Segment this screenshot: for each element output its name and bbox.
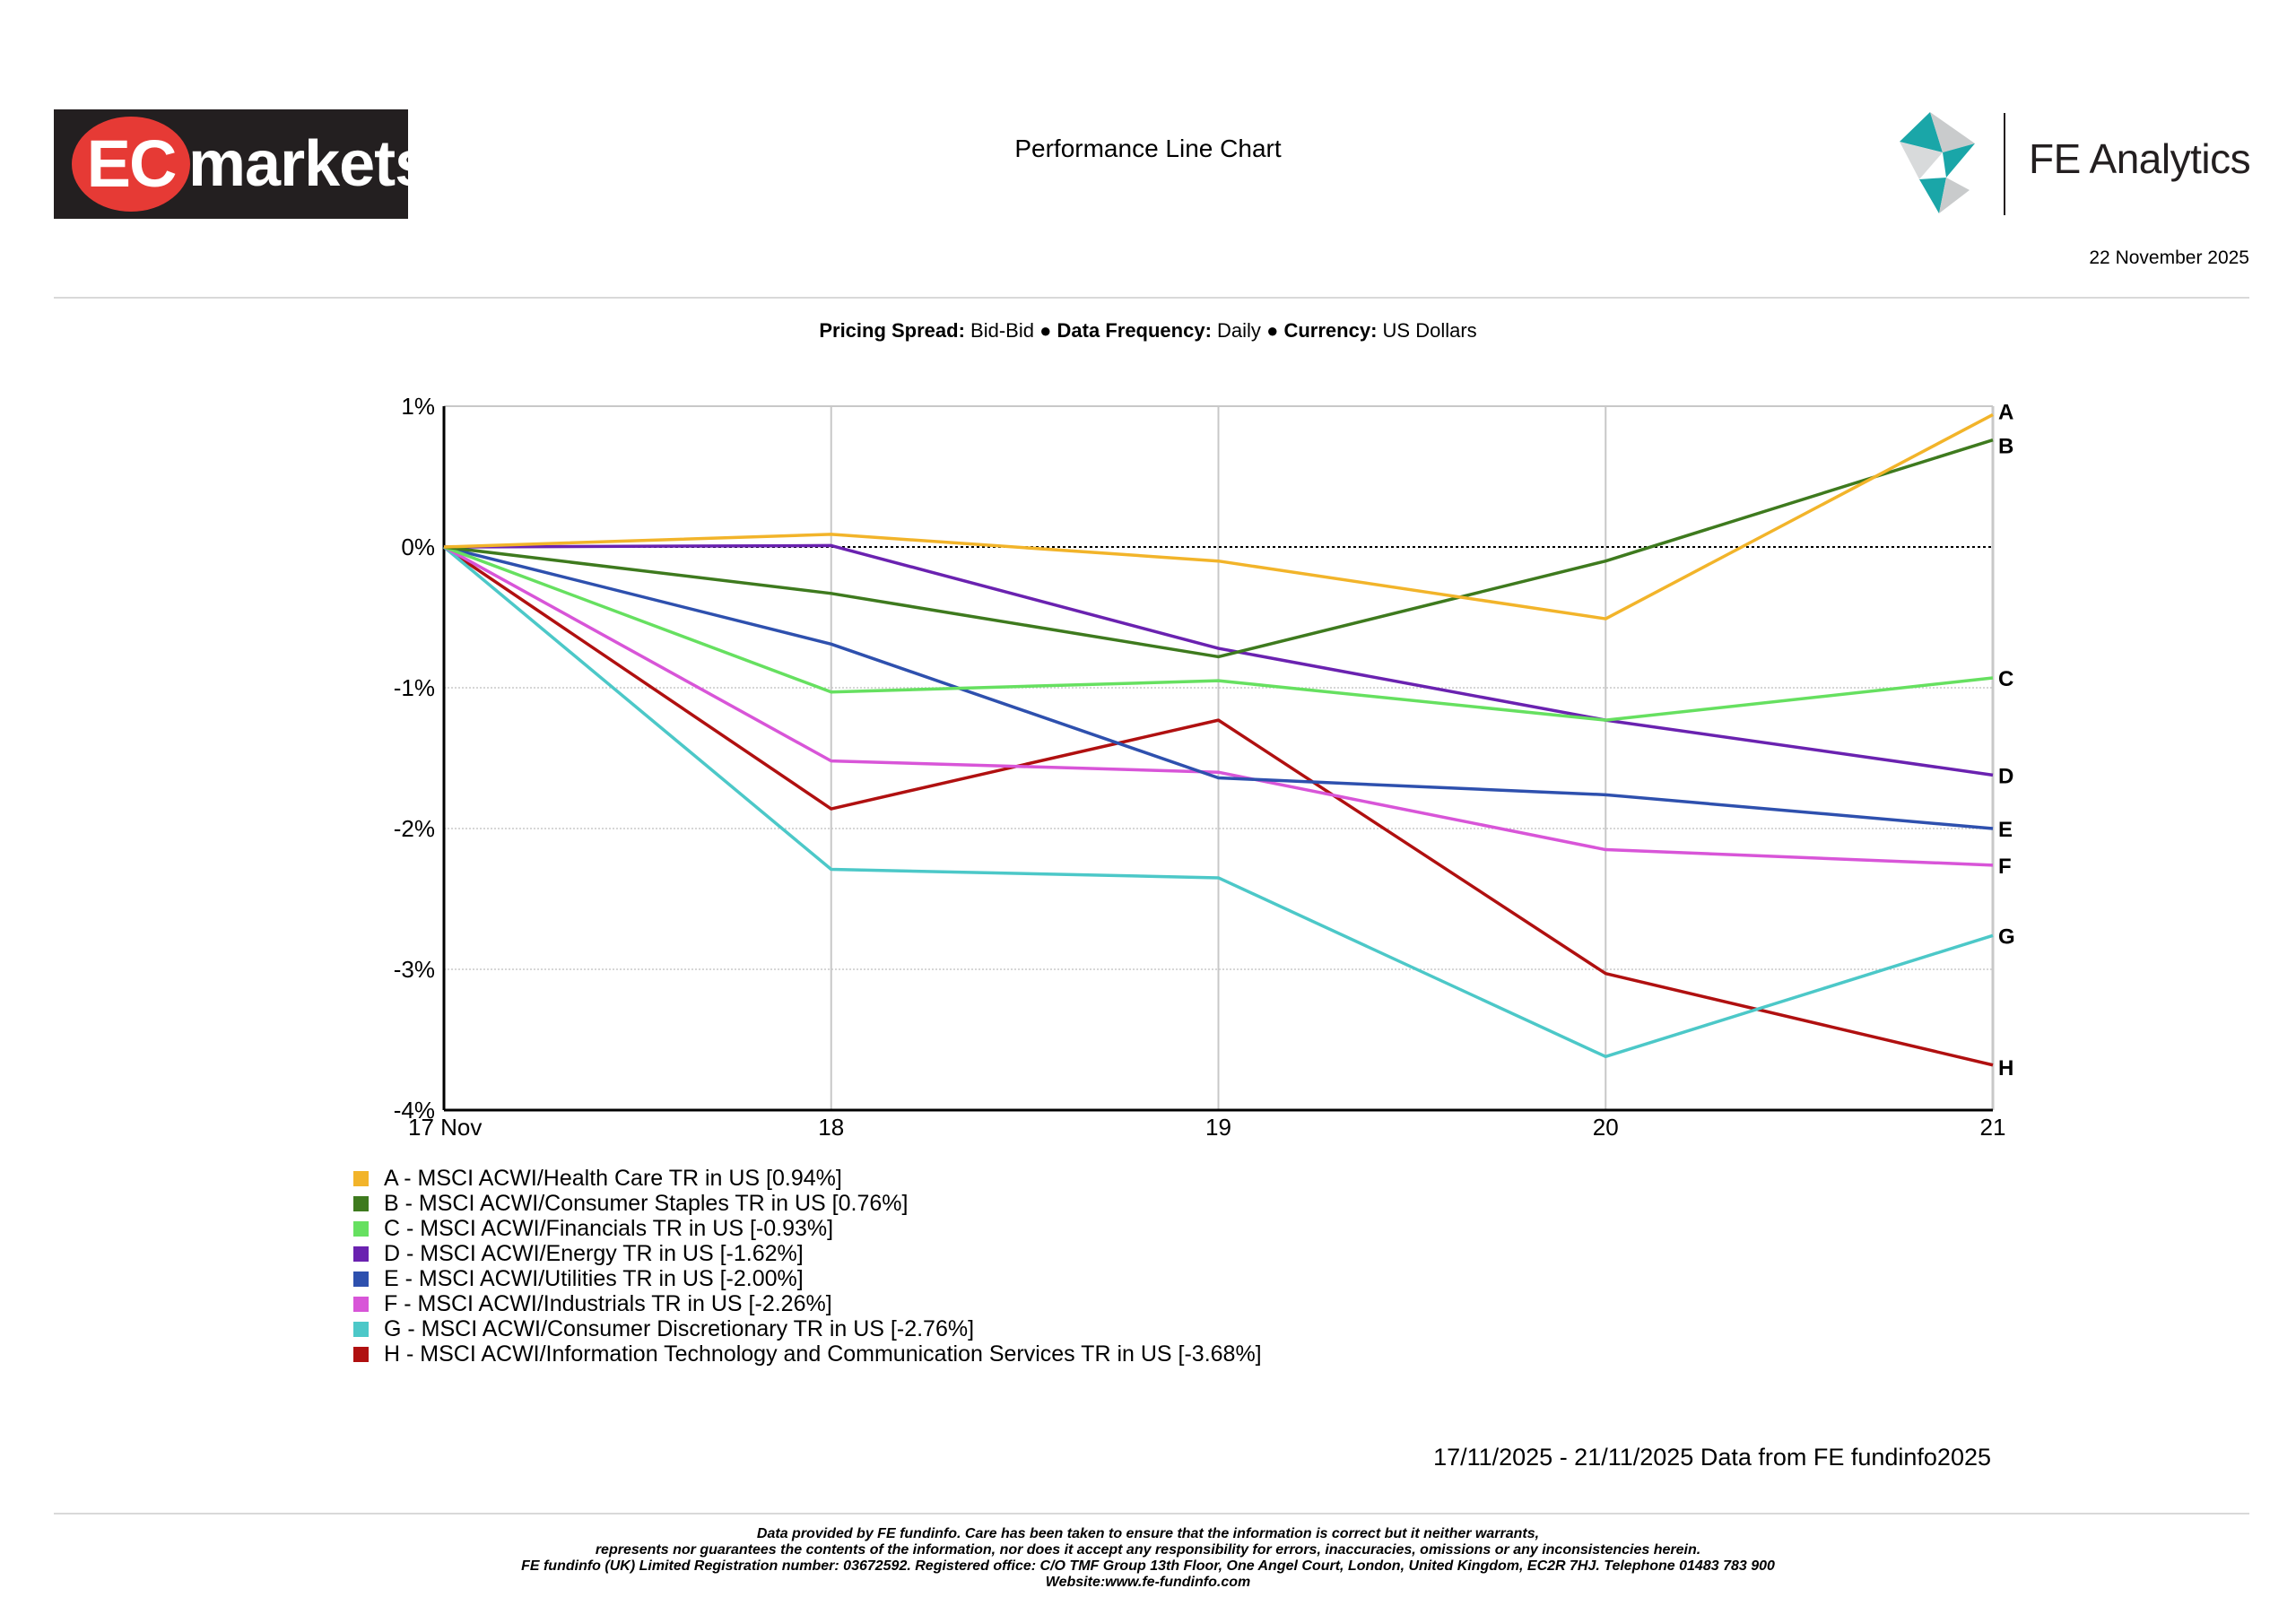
series-line-e [443, 545, 1994, 830]
legend-swatch [353, 1296, 369, 1312]
legend-swatch [353, 1220, 369, 1237]
pricing-label: Pricing Spread: [819, 319, 965, 342]
legend-item-e: E - MSCI ACWI/Utilities TR in US [-2.00%… [353, 1266, 1262, 1291]
currency-label: Currency: [1283, 319, 1378, 342]
legend-swatch [353, 1170, 369, 1186]
x-tick-label: 20 [1593, 1114, 1619, 1141]
x-tick-label: 19 [1205, 1114, 1231, 1141]
series-line-d [443, 543, 1994, 777]
x-tick-label: 21 [1980, 1114, 2006, 1141]
legend-label: D - MSCI ACWI/Energy TR in US [-1.62%] [384, 1241, 804, 1266]
series-end-label: C [1998, 667, 2013, 691]
legend-item-d: D - MSCI ACWI/Energy TR in US [-1.62%] [353, 1241, 1262, 1266]
legend-label: H - MSCI ACWI/Information Technology and… [384, 1341, 1262, 1367]
y-tick-label: -1% [394, 674, 435, 701]
fe-analytics-brand: FE Analytics [2029, 135, 2251, 182]
series-line-b [443, 438, 1994, 659]
series-line-a [443, 412, 1994, 621]
ec-markets-logo: EC markets [54, 109, 430, 219]
legend-label: A - MSCI ACWI/Health Care TR in US [0.94… [384, 1166, 842, 1191]
series-end-label: G [1998, 924, 2015, 949]
settings-line: Pricing Spread: Bid-Bid ● Data Frequency… [0, 319, 2296, 343]
legend-label: F - MSCI ACWI/Industrials TR in US [-2.2… [384, 1291, 832, 1316]
legend-swatch [353, 1195, 369, 1211]
fe-analytics-logo-icon [1900, 112, 1975, 213]
y-tick-label: -3% [394, 956, 435, 983]
disclaimer-line: Website:www.fe-fundinfo.com [1045, 1575, 1251, 1590]
frequency-value: Daily [1217, 319, 1261, 342]
series-line-g [442, 545, 1994, 1059]
y-tick-label: -4% [394, 1097, 435, 1124]
report-date: 22 November 2025 [2089, 247, 2249, 268]
x-tick-label: 18 [818, 1114, 844, 1141]
series-end-label: B [1998, 435, 2013, 459]
y-tick-label: 0% [401, 534, 435, 560]
legend-label: G - MSCI ACWI/Consumer Discretionary TR … [384, 1316, 975, 1341]
legend-swatch [353, 1346, 369, 1362]
logo-markets-text: markets [188, 128, 430, 200]
legend-item-f: F - MSCI ACWI/Industrials TR in US [-2.2… [353, 1291, 1262, 1316]
series-end-label: H [1998, 1056, 2013, 1081]
legend-swatch [353, 1245, 369, 1262]
legend-label: B - MSCI ACWI/Consumer Staples TR in US … [384, 1191, 909, 1216]
legend-label: E - MSCI ACWI/Utilities TR in US [-2.00%… [384, 1266, 804, 1291]
disclaimer-line: Data provided by FE fundinfo. Care has b… [756, 1526, 1540, 1541]
legend-item-b: B - MSCI ACWI/Consumer Staples TR in US … [353, 1191, 1262, 1216]
series-end-label: D [1998, 764, 2013, 788]
legend-item-h: H - MSCI ACWI/Information Technology and… [353, 1341, 1262, 1367]
disclaimer-line: represents nor guarantees the contents o… [595, 1542, 1701, 1558]
legend-item-a: A - MSCI ACWI/Health Care TR in US [0.94… [353, 1166, 1262, 1191]
series-end-label: A [1998, 400, 2013, 424]
series-end-label: E [1998, 818, 2013, 842]
logo-red-circle [72, 117, 190, 212]
legend-label: C - MSCI ACWI/Financials TR in US [-0.93… [384, 1216, 834, 1241]
frequency-label: Data Frequency: [1057, 319, 1212, 342]
chart-legend: A - MSCI ACWI/Health Care TR in US [0.94… [353, 1166, 1262, 1367]
x-tick-label: 17 Nov [408, 1114, 482, 1141]
separator: ● [1039, 319, 1052, 342]
series-end-label: F [1998, 855, 2012, 879]
series-line-f [443, 545, 1994, 867]
header-divider [54, 297, 2249, 299]
y-tick-label: -2% [394, 815, 435, 842]
disclaimer: Data provided by FE fundinfo. Care has b… [0, 1526, 2296, 1591]
series-line-h [443, 545, 1994, 1067]
logo-divider [2004, 113, 2005, 215]
disclaimer-line: FE fundinfo (UK) Limited Registration nu… [521, 1558, 1775, 1574]
separator: ● [1266, 319, 1279, 342]
footer-divider [54, 1513, 2249, 1515]
y-tick-label: 1% [401, 393, 435, 420]
legend-swatch [353, 1271, 369, 1287]
logo-ec-text: EC [86, 126, 178, 201]
legend-swatch [353, 1321, 369, 1337]
pricing-value: Bid-Bid [970, 319, 1034, 342]
currency-value: US Dollars [1382, 319, 1477, 342]
page-title: Performance Line Chart [1014, 135, 1282, 162]
legend-item-c: C - MSCI ACWI/Financials TR in US [-0.93… [353, 1216, 1262, 1241]
data-source-note: 17/11/2025 - 21/11/2025 Data from FE fun… [1433, 1444, 1991, 1471]
legend-item-g: G - MSCI ACWI/Consumer Discretionary TR … [353, 1316, 1262, 1341]
series-line-c [443, 545, 1994, 722]
